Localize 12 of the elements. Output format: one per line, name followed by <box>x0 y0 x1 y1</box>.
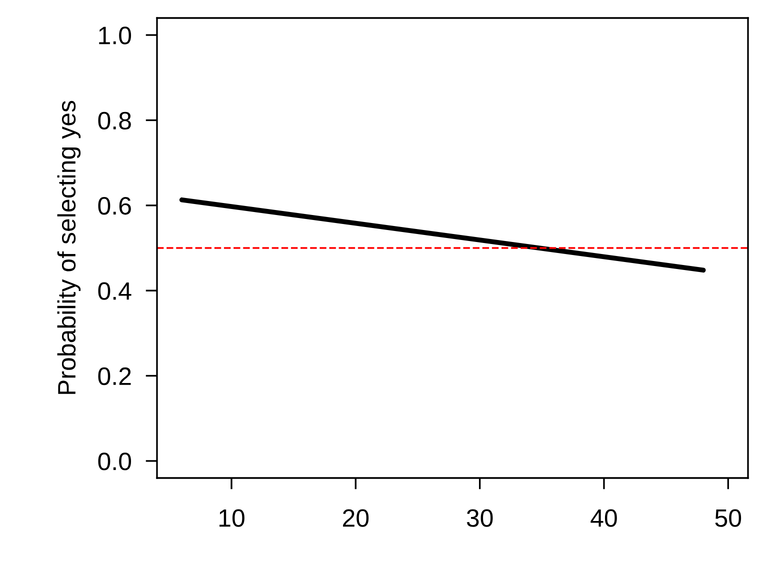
y-tick-label: 0.2 <box>98 367 131 386</box>
y-tick-label: 1.0 <box>99 26 132 44</box>
y-tick-label: 0.6 <box>98 197 131 215</box>
x-tick-label: 10 <box>220 509 244 527</box>
y-tick-label: 0.4 <box>98 282 132 300</box>
y-tick-label: 0.8 <box>98 112 131 130</box>
y-axis-title: Probability of selecting yes <box>57 100 81 394</box>
x-tick-label: 50 <box>715 509 742 527</box>
x-tick-label: 20 <box>343 509 369 527</box>
y-tick-label: 0.0 <box>98 452 132 470</box>
x-tick-label: 40 <box>590 509 617 527</box>
x-tick-label: 30 <box>466 509 493 527</box>
